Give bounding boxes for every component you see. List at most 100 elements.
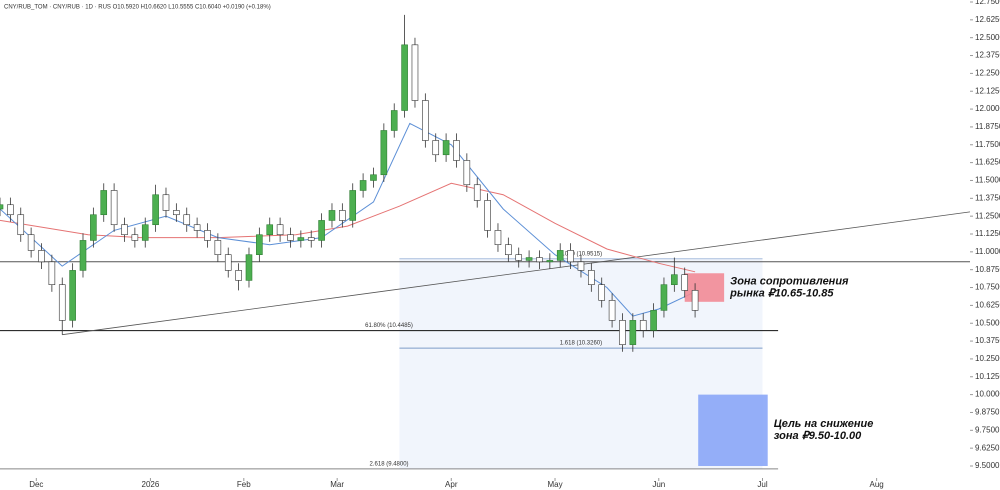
candle-body bbox=[266, 224, 274, 236]
y-tick-label: 11.5000 bbox=[975, 176, 1000, 185]
candle-body bbox=[141, 224, 149, 241]
candle-body bbox=[556, 250, 564, 261]
x-tick-label: Jul bbox=[757, 480, 767, 489]
candle-body bbox=[639, 320, 647, 331]
candle-body bbox=[69, 270, 76, 321]
y-tick-label: 11.1250 bbox=[975, 229, 1000, 238]
candle-body bbox=[598, 284, 606, 301]
moving-average bbox=[0, 182, 696, 273]
candle-body bbox=[235, 270, 242, 281]
y-tick-label: 10.6250 bbox=[975, 300, 1000, 309]
candle-body bbox=[608, 300, 616, 321]
candle-body bbox=[671, 274, 678, 285]
y-tick-label: 12.1250 bbox=[975, 86, 1000, 95]
candle-body bbox=[58, 284, 66, 321]
candle-body bbox=[390, 110, 398, 131]
candle-body bbox=[0, 204, 4, 210]
candle-body bbox=[349, 190, 357, 221]
y-tick-label: 9.7500 bbox=[975, 425, 1000, 434]
candle-body bbox=[380, 130, 388, 176]
chart-title: CNY/RUB_TOM · CNY/RUB · 1D · RUS O10.592… bbox=[4, 5, 271, 11]
candle-body bbox=[515, 254, 523, 261]
candle-body bbox=[121, 224, 128, 236]
candle-body bbox=[432, 140, 440, 156]
candle-body bbox=[691, 290, 699, 311]
y-tick-label: 11.7500 bbox=[975, 140, 1000, 149]
y-tick-label: 11.6250 bbox=[975, 158, 1000, 167]
candle-body bbox=[7, 204, 14, 216]
candle-body bbox=[411, 44, 419, 101]
candle-body bbox=[193, 224, 201, 231]
candle-body bbox=[660, 284, 668, 311]
candle-body bbox=[370, 174, 377, 181]
candle-body bbox=[442, 140, 450, 156]
candle-body bbox=[328, 210, 336, 221]
candle-body bbox=[525, 257, 533, 261]
y-tick-label: 11.2500 bbox=[975, 211, 1000, 220]
level-label: 1.000 (10.9515) bbox=[560, 251, 602, 257]
y-tick-label: 10.8750 bbox=[975, 265, 1000, 274]
x-tick-label: Apr bbox=[445, 480, 458, 489]
moving-average bbox=[0, 122, 696, 317]
y-tick-label: 12.3750 bbox=[975, 51, 1000, 60]
level-label: 1.618 (10.3260) bbox=[560, 341, 602, 347]
candle-body bbox=[536, 257, 543, 263]
x-tick-label: Aug bbox=[870, 480, 884, 489]
candle-body bbox=[619, 320, 626, 345]
candle-body bbox=[484, 200, 491, 231]
y-tick-label: 12.0000 bbox=[975, 104, 1000, 113]
candle-body bbox=[79, 240, 87, 271]
y-tick-label: 10.1250 bbox=[975, 372, 1000, 381]
candle-body bbox=[401, 44, 408, 111]
x-tick-label: Mar bbox=[330, 480, 344, 489]
candle-body bbox=[27, 234, 35, 251]
y-tick-label: 10.2500 bbox=[975, 354, 1000, 363]
candle-body bbox=[152, 194, 159, 226]
candle-body bbox=[162, 194, 170, 211]
candle-body bbox=[245, 254, 253, 281]
candle-body bbox=[577, 261, 585, 271]
x-tick-label: Dec bbox=[29, 480, 43, 489]
zone-label: Цель на снижение bbox=[774, 418, 874, 430]
y-tick-label: 12.5000 bbox=[975, 33, 1000, 42]
candle-body bbox=[224, 254, 232, 271]
candle-body bbox=[494, 230, 502, 246]
zone-label: Зона сопротивления bbox=[730, 275, 849, 287]
candle-body bbox=[183, 214, 191, 226]
y-tick-label: 11.0000 bbox=[975, 247, 1000, 256]
y-tick-label: 10.3750 bbox=[975, 336, 1000, 345]
y-tick-label: 12.2500 bbox=[975, 68, 1000, 77]
zone-label: зона ₽9.50-10.00 bbox=[774, 430, 862, 442]
x-tick-label: 2026 bbox=[142, 480, 160, 489]
candle-body bbox=[546, 260, 554, 263]
candle-body bbox=[681, 274, 689, 291]
x-tick-label: May bbox=[547, 480, 562, 489]
y-tick-label: 9.5000 bbox=[975, 461, 1000, 470]
candle-body bbox=[297, 237, 305, 241]
y-tick-label: 12.7500 bbox=[975, 0, 1000, 6]
y-tick-label: 9.8750 bbox=[975, 408, 1000, 417]
candle-body bbox=[214, 240, 222, 256]
candle-body bbox=[650, 310, 657, 331]
candle-body bbox=[629, 320, 637, 345]
candle-body bbox=[17, 214, 25, 236]
candle-body bbox=[505, 244, 512, 256]
candle-body bbox=[173, 210, 180, 216]
candle-body bbox=[567, 250, 574, 263]
candle-body bbox=[307, 237, 315, 241]
candle-body bbox=[131, 234, 139, 241]
level-label: 61.80% (10.4485) bbox=[365, 323, 413, 329]
candle-body bbox=[204, 230, 211, 241]
zone bbox=[684, 273, 725, 302]
candle-body bbox=[48, 261, 56, 285]
y-tick-label: 11.3750 bbox=[975, 193, 1000, 202]
x-tick-label: Jun bbox=[652, 480, 665, 489]
level-label: 2.618 (9.4800) bbox=[370, 461, 409, 467]
zone bbox=[698, 394, 768, 466]
candle-body bbox=[110, 190, 118, 226]
candle-body bbox=[256, 234, 263, 256]
candle-body bbox=[473, 184, 481, 201]
y-tick-label: 10.0000 bbox=[975, 390, 1000, 399]
candle-body bbox=[38, 250, 45, 263]
